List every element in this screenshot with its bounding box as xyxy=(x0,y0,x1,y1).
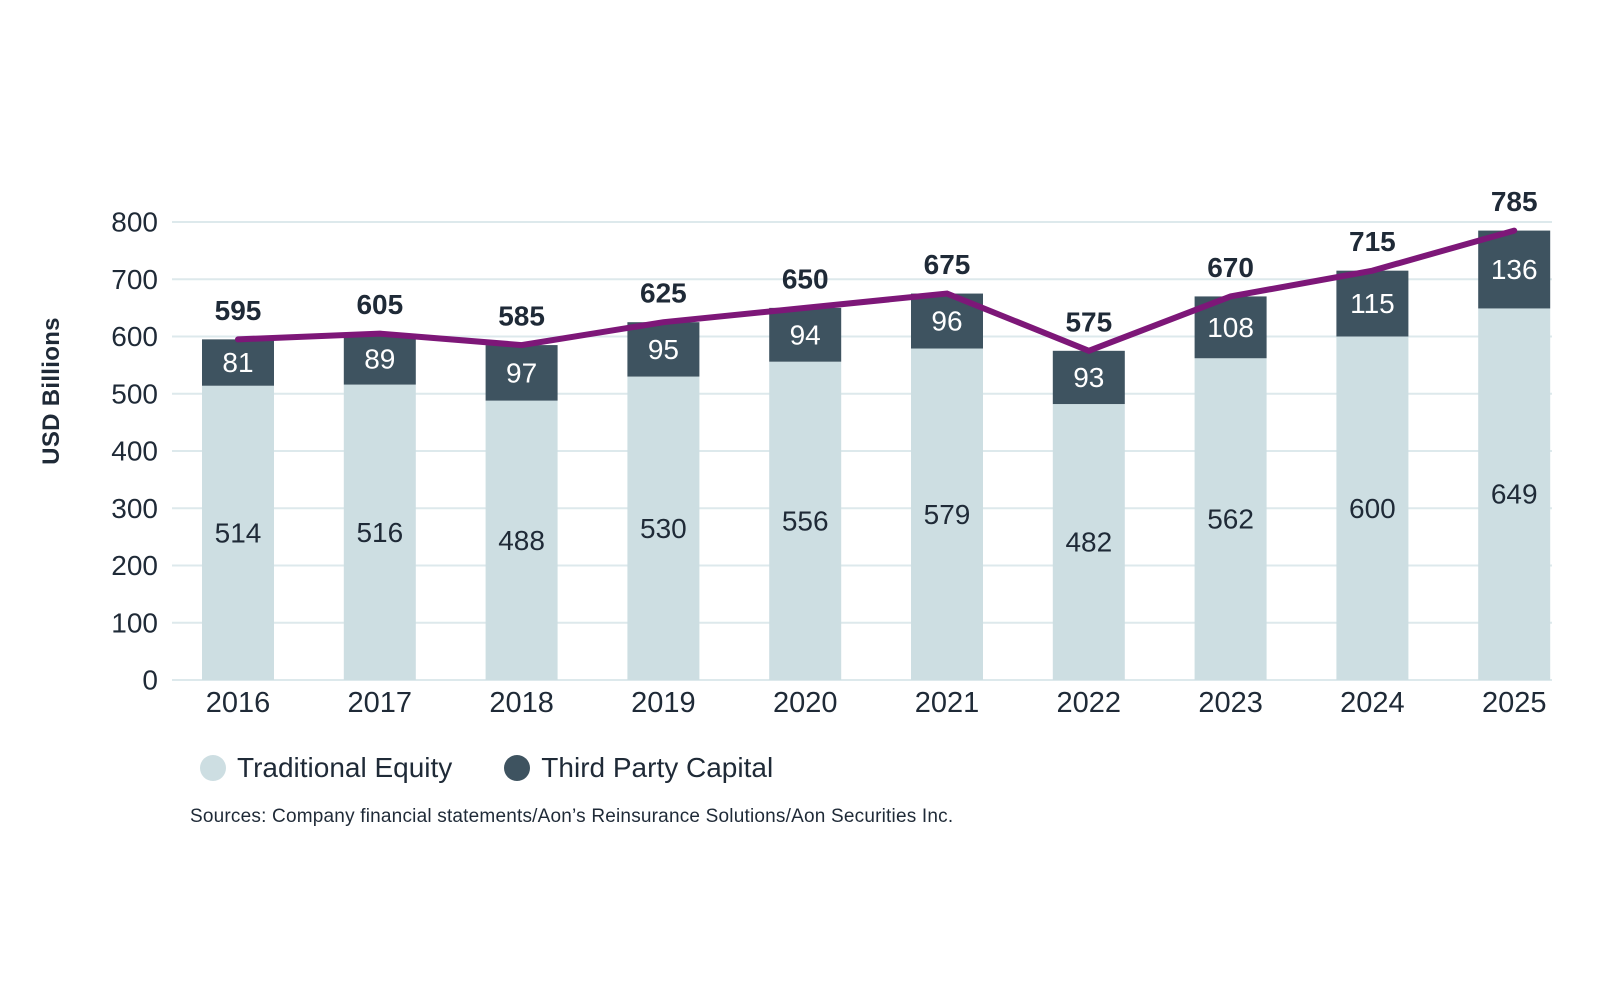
legend-item-third-party-capital: Third Party Capital xyxy=(504,752,773,784)
traditional-equity-value-label: 556 xyxy=(782,505,829,536)
third-party-capital-value-label: 81 xyxy=(222,347,253,378)
traditional-equity-value-label: 649 xyxy=(1491,479,1538,510)
total-value-label: 595 xyxy=(215,295,262,326)
third-party-capital-value-label: 115 xyxy=(1350,288,1395,319)
total-value-label: 650 xyxy=(782,263,829,294)
traditional-equity-value-label: 562 xyxy=(1207,504,1254,535)
total-value-label: 675 xyxy=(924,249,971,280)
traditional-equity-value-label: 488 xyxy=(498,525,545,556)
bar-segment-third-party-capital-2017 xyxy=(343,333,416,385)
traditional-equity-value-label: 514 xyxy=(215,517,262,548)
bar-segment-traditional-equity-2018 xyxy=(485,400,558,680)
x-tick-label-2016: 2016 xyxy=(206,687,271,719)
bar-segment-traditional-equity-2017 xyxy=(343,384,416,680)
bar-segment-traditional-equity-2019 xyxy=(627,376,700,680)
traditional-equity-value-label: 600 xyxy=(1349,493,1396,524)
y-tick-label: 800 xyxy=(111,207,158,238)
third-party-capital-value-label: 136 xyxy=(1491,254,1538,285)
total-value-label: 605 xyxy=(356,289,403,320)
third-party-capital-value-label: 97 xyxy=(506,357,537,388)
legend-label: Third Party Capital xyxy=(541,752,774,783)
bar-segment-traditional-equity-2024 xyxy=(1336,336,1409,680)
x-tick-label-2025: 2025 xyxy=(1482,687,1547,719)
total-trend-line xyxy=(235,227,1518,355)
x-tick-label-2020: 2020 xyxy=(773,687,838,719)
traditional-equity-value-label: 516 xyxy=(356,517,403,548)
bar-segment-traditional-equity-2025 xyxy=(1478,308,1551,680)
bar-segment-traditional-equity-2022 xyxy=(1052,404,1125,680)
total-value-label: 670 xyxy=(1207,252,1254,283)
bar-segment-traditional-equity-2023 xyxy=(1194,358,1267,680)
bar-segment-traditional-equity-2020 xyxy=(769,361,842,680)
y-tick-label: 200 xyxy=(111,550,158,581)
third-party-capital-value-label: 108 xyxy=(1207,312,1254,343)
third-party-capital-value-label: 94 xyxy=(790,319,821,350)
y-tick-label: 700 xyxy=(111,264,158,295)
bar-segment-third-party-capital-2022 xyxy=(1052,350,1125,405)
third-party-capital-value-label: 96 xyxy=(931,306,962,337)
y-tick-label: 0 xyxy=(142,665,158,696)
third-party-capital-value-label: 89 xyxy=(364,344,395,375)
x-tick-label-2021: 2021 xyxy=(915,687,980,719)
bar-segment-third-party-capital-2024 xyxy=(1336,270,1409,337)
y-tick-label: 400 xyxy=(111,436,158,467)
bar-segment-traditional-equity-2021 xyxy=(911,348,983,680)
x-tick-label-2023: 2023 xyxy=(1198,687,1263,719)
total-value-label: 585 xyxy=(498,301,545,332)
x-tick-label-2022: 2022 xyxy=(1057,687,1122,719)
third-party-capital-value-label: 95 xyxy=(648,334,679,365)
bar-segment-third-party-capital-2019 xyxy=(627,322,700,377)
bar-segment-third-party-capital-2016 xyxy=(202,339,274,386)
traditional-equity-swatch-icon xyxy=(200,755,226,781)
y-axis-title: USD Billions xyxy=(38,317,65,465)
bar-segment-traditional-equity-2016 xyxy=(202,385,274,680)
x-tick-label-2017: 2017 xyxy=(348,687,413,719)
total-value-label: 625 xyxy=(640,278,687,309)
x-tick-label-2024: 2024 xyxy=(1340,687,1405,719)
traditional-equity-value-label: 482 xyxy=(1065,527,1112,558)
bar-segment-third-party-capital-2025 xyxy=(1478,230,1551,309)
y-tick-label: 100 xyxy=(111,607,158,638)
legend-item-traditional-equity: Traditional Equity xyxy=(200,752,452,784)
third-party-capital-value-label: 93 xyxy=(1073,362,1104,393)
total-value-label: 575 xyxy=(1065,306,1112,337)
y-tick-label: 300 xyxy=(111,493,158,524)
x-tick-label-2019: 2019 xyxy=(631,687,696,719)
x-tick-label-2018: 2018 xyxy=(489,687,554,719)
traditional-equity-value-label: 530 xyxy=(640,513,687,544)
bar-segment-third-party-capital-2020 xyxy=(769,307,842,362)
third-party-capital-swatch-icon xyxy=(504,755,531,781)
bar-segment-third-party-capital-2018 xyxy=(485,345,558,401)
legend-label: Traditional Equity xyxy=(237,752,453,783)
y-tick-label: 600 xyxy=(111,321,158,352)
total-value-label: 785 xyxy=(1491,186,1538,217)
total-value-label: 715 xyxy=(1349,226,1396,257)
legend: Traditional Equity Third Party Capital xyxy=(200,752,773,784)
source-note: Sources: Company financial statements/Ao… xyxy=(190,806,954,827)
y-tick-label: 500 xyxy=(111,378,158,409)
traditional-equity-value-label: 579 xyxy=(924,499,971,530)
